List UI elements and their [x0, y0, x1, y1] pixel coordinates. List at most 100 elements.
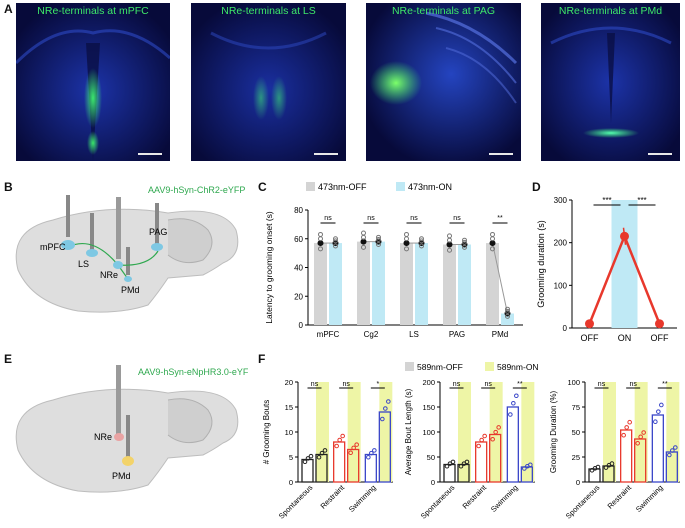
panel-label-b: B	[4, 180, 13, 194]
y-tick-label: 100	[422, 428, 435, 437]
region-label: LS	[78, 259, 89, 269]
data-point-off	[340, 433, 345, 439]
data-point-on	[319, 450, 325, 456]
data-point-on	[638, 434, 643, 440]
mean-dot-off	[317, 240, 324, 247]
data-point-off	[444, 463, 450, 469]
data-point-on	[493, 429, 498, 435]
panel-label-d: D	[532, 180, 541, 194]
data-point-off	[656, 409, 661, 414]
data-point-off	[595, 464, 601, 470]
data-point-off	[361, 230, 366, 236]
data-point-off	[624, 425, 629, 430]
data-point-on	[316, 454, 322, 460]
pmd-tissue	[541, 3, 680, 161]
data-point-off	[447, 247, 452, 253]
x-tick-label: Restraint	[318, 482, 346, 510]
bar-on	[520, 466, 533, 483]
bar-on	[602, 465, 615, 483]
laser-on-band	[458, 382, 471, 482]
data-point-on	[528, 462, 533, 468]
micrograph-title: NRe-terminals at PMd	[558, 5, 663, 17]
data-point-on	[462, 237, 467, 243]
region-label: PMd	[112, 471, 131, 481]
micrograph-title: NRe-terminals at LS	[221, 5, 316, 17]
data-point-off	[305, 456, 311, 461]
data-point-on	[635, 441, 640, 446]
chart-f1: 0 5 10 15 20 # Grooming Bouts ns Spontaneous ns R…	[262, 378, 393, 521]
y-tick-label: 50	[572, 428, 580, 437]
y-tick-label: 200	[422, 378, 435, 387]
data-point-off	[308, 453, 314, 459]
bar-on	[458, 244, 471, 325]
significance-label: ns	[311, 381, 319, 388]
data-point-on	[322, 448, 328, 453]
x-tick-label: OFF	[651, 333, 669, 343]
bar-on	[372, 241, 385, 325]
legend-swatch-on	[485, 362, 494, 371]
data-point-on	[462, 244, 467, 250]
y-tick-label: 100	[554, 281, 568, 290]
data-point-on	[380, 416, 385, 422]
bar-on	[501, 313, 514, 325]
bar-off	[588, 468, 601, 483]
significance-label: ns	[484, 381, 492, 388]
legend-label-off: 589nm-OFF	[417, 362, 463, 372]
data-point-on	[348, 450, 353, 456]
cerebellum	[167, 218, 213, 264]
micrograph-mpfc: NRe-terminals at mPFC	[16, 3, 170, 161]
data-point-off	[318, 246, 323, 252]
bar-off	[333, 441, 346, 483]
data-point-off	[447, 233, 452, 239]
y-tick-label: 40	[294, 264, 303, 273]
laser-on-band	[634, 382, 648, 482]
bar-off	[651, 414, 664, 483]
data-point-off	[476, 443, 481, 449]
y-tick-label: 0	[289, 478, 293, 487]
micrograph-title: NRe-terminals at mPFC	[37, 5, 149, 17]
data-point-off	[369, 450, 374, 456]
y-tick-label: 50	[427, 453, 435, 462]
chart-d: 0 100 200 300 Grooming duration (s) OFF ON OFF *…	[536, 196, 677, 343]
significance-label: ***	[637, 196, 646, 205]
y-tick-label: 15	[285, 403, 293, 412]
virus-label: AAV9-hSyn-ChR2-eYFP	[148, 185, 245, 195]
x-tick-label: Spontaneous	[277, 483, 315, 521]
laser-on-band	[521, 382, 535, 482]
y-axis-label: Average Bout Length (s)	[404, 388, 413, 475]
data-point-off	[490, 246, 495, 252]
pag-tissue	[366, 3, 521, 161]
bar-on	[457, 463, 470, 483]
cerebellum	[167, 398, 213, 444]
chart-f3: 0 25 50 75 100 Grooming Duration (%) ns Spontan…	[549, 378, 680, 521]
x-tick-label: Swimming	[347, 483, 378, 514]
laser-on-band	[347, 382, 361, 482]
micrograph-ls: NRe-terminals at LS	[191, 3, 346, 161]
y-tick-label: 100	[567, 378, 580, 387]
legend-label-on: 473nm-ON	[408, 182, 452, 192]
panel-label-a: A	[4, 2, 13, 16]
legend-label-off: 473nm-OFF	[318, 182, 367, 192]
data-point-on	[376, 236, 381, 242]
x-tick-label: PMd	[492, 330, 508, 339]
mpfc-marker	[61, 240, 75, 250]
scale-bar	[489, 153, 513, 155]
y-axis-label: # Grooming Bouts	[262, 400, 271, 464]
significance-label: ns	[410, 215, 418, 222]
y-axis-label: Latency to grooming onset (s)	[264, 211, 274, 324]
y-tick-label: 10	[285, 428, 293, 437]
data-point-off	[508, 412, 513, 417]
significance-label: ns	[629, 381, 637, 388]
significance-label: ns	[324, 215, 332, 222]
bar-off	[314, 243, 327, 325]
data-point-on	[333, 243, 338, 249]
data-point-off	[337, 437, 342, 443]
mean-dot-off	[446, 241, 453, 248]
region-label: mPFC	[40, 242, 66, 252]
data-point-on	[505, 306, 510, 312]
mean-dot-off	[489, 240, 496, 247]
bar-off	[486, 243, 499, 325]
panel-label-f: F	[258, 352, 266, 366]
laser-on-band	[611, 200, 638, 328]
data-point-off	[482, 433, 487, 439]
